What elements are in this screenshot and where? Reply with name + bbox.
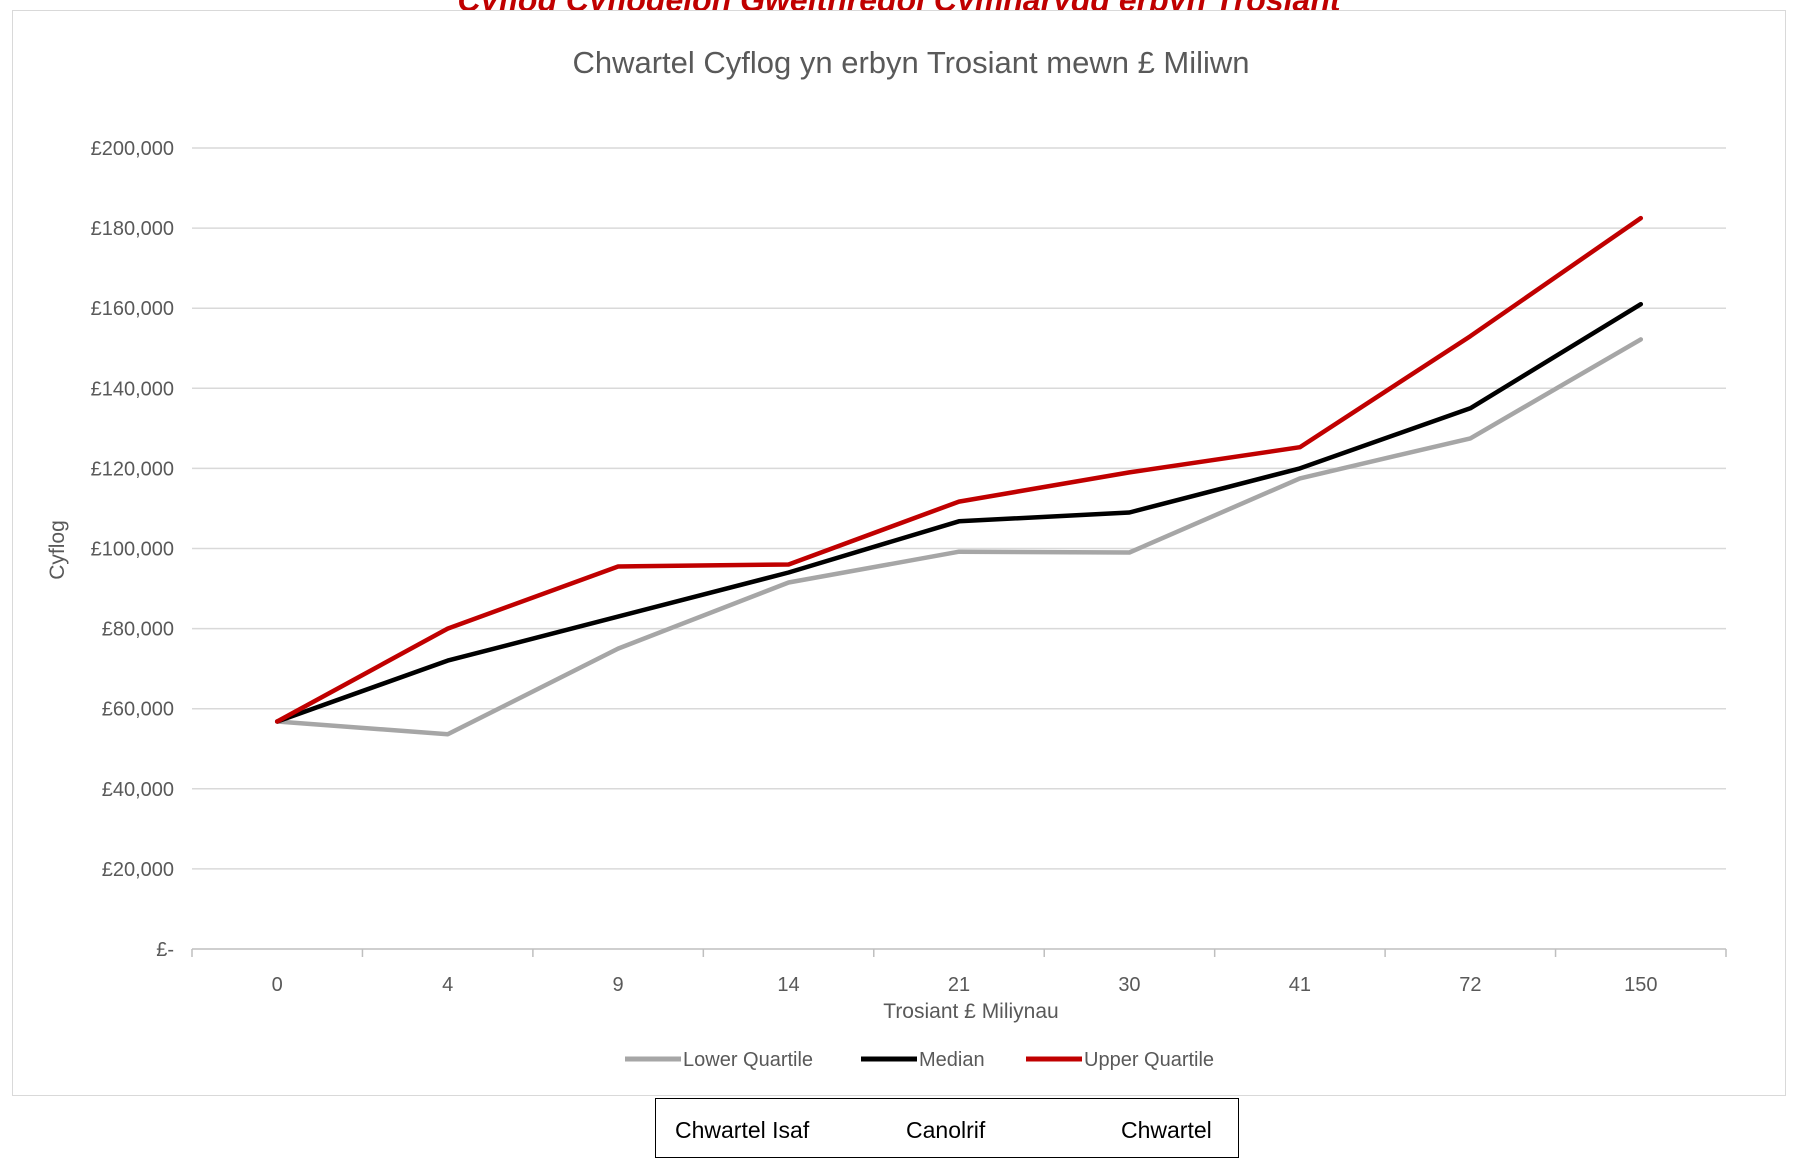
median-line	[274, 301, 1644, 724]
y-tick-label: £80,000	[102, 619, 174, 641]
y-tick-label: £200,000	[91, 138, 174, 160]
line-chart: Chwartel Cyflog yn erbyn Trosiant mewn £…	[46, 45, 1727, 1071]
chart-area: Chwartel Cyflog yn erbyn Trosiant mewn £…	[12, 10, 1786, 1096]
y-tick-label: £140,000	[91, 378, 174, 400]
lower-quartile-legend-label: Lower Quartile	[683, 1049, 813, 1071]
lower-quartile-label: Chwartel Isaf	[675, 1117, 810, 1143]
x-axis-title: Trosiant £ Miliynau	[883, 1000, 1058, 1023]
x-tick-label: 21	[948, 974, 970, 996]
x-tick-label: 30	[1118, 974, 1140, 996]
lower-quartile-line	[274, 337, 1644, 737]
y-tick-label: £20,000	[102, 859, 174, 881]
x-tick-label: 150	[1624, 974, 1657, 996]
y-axis-title: Cyflog	[46, 520, 69, 580]
x-tick-label: 0	[272, 974, 283, 996]
y-tick-label: £40,000	[102, 779, 174, 801]
upper-quartile-label: Chwartel	[1121, 1117, 1212, 1143]
x-tick-label: 72	[1459, 974, 1481, 996]
x-tick-label: 9	[613, 974, 624, 996]
chart-title: Chwartel Cyflog yn erbyn Trosiant mewn £…	[572, 45, 1249, 80]
y-tick-label: £180,000	[91, 218, 174, 240]
y-tick-label: £120,000	[91, 458, 174, 480]
y-tick-label: £100,000	[91, 539, 174, 561]
upper-quartile-line	[274, 215, 1644, 724]
x-tick-label: 4	[442, 974, 453, 996]
upper-quartile-legend-label: Upper Quartile	[1084, 1049, 1214, 1071]
y-tick-label: £-	[156, 939, 174, 961]
y-tick-label: £160,000	[91, 298, 174, 320]
x-tick-label: 14	[777, 974, 799, 996]
median-label: Canolrif	[906, 1117, 986, 1143]
x-tick-label: 41	[1289, 974, 1311, 996]
quartile-label-box: Chwartel Isaf Canolrif Chwartel	[655, 1098, 1239, 1158]
y-tick-label: £60,000	[102, 699, 174, 721]
median-legend-label: Median	[919, 1049, 985, 1071]
